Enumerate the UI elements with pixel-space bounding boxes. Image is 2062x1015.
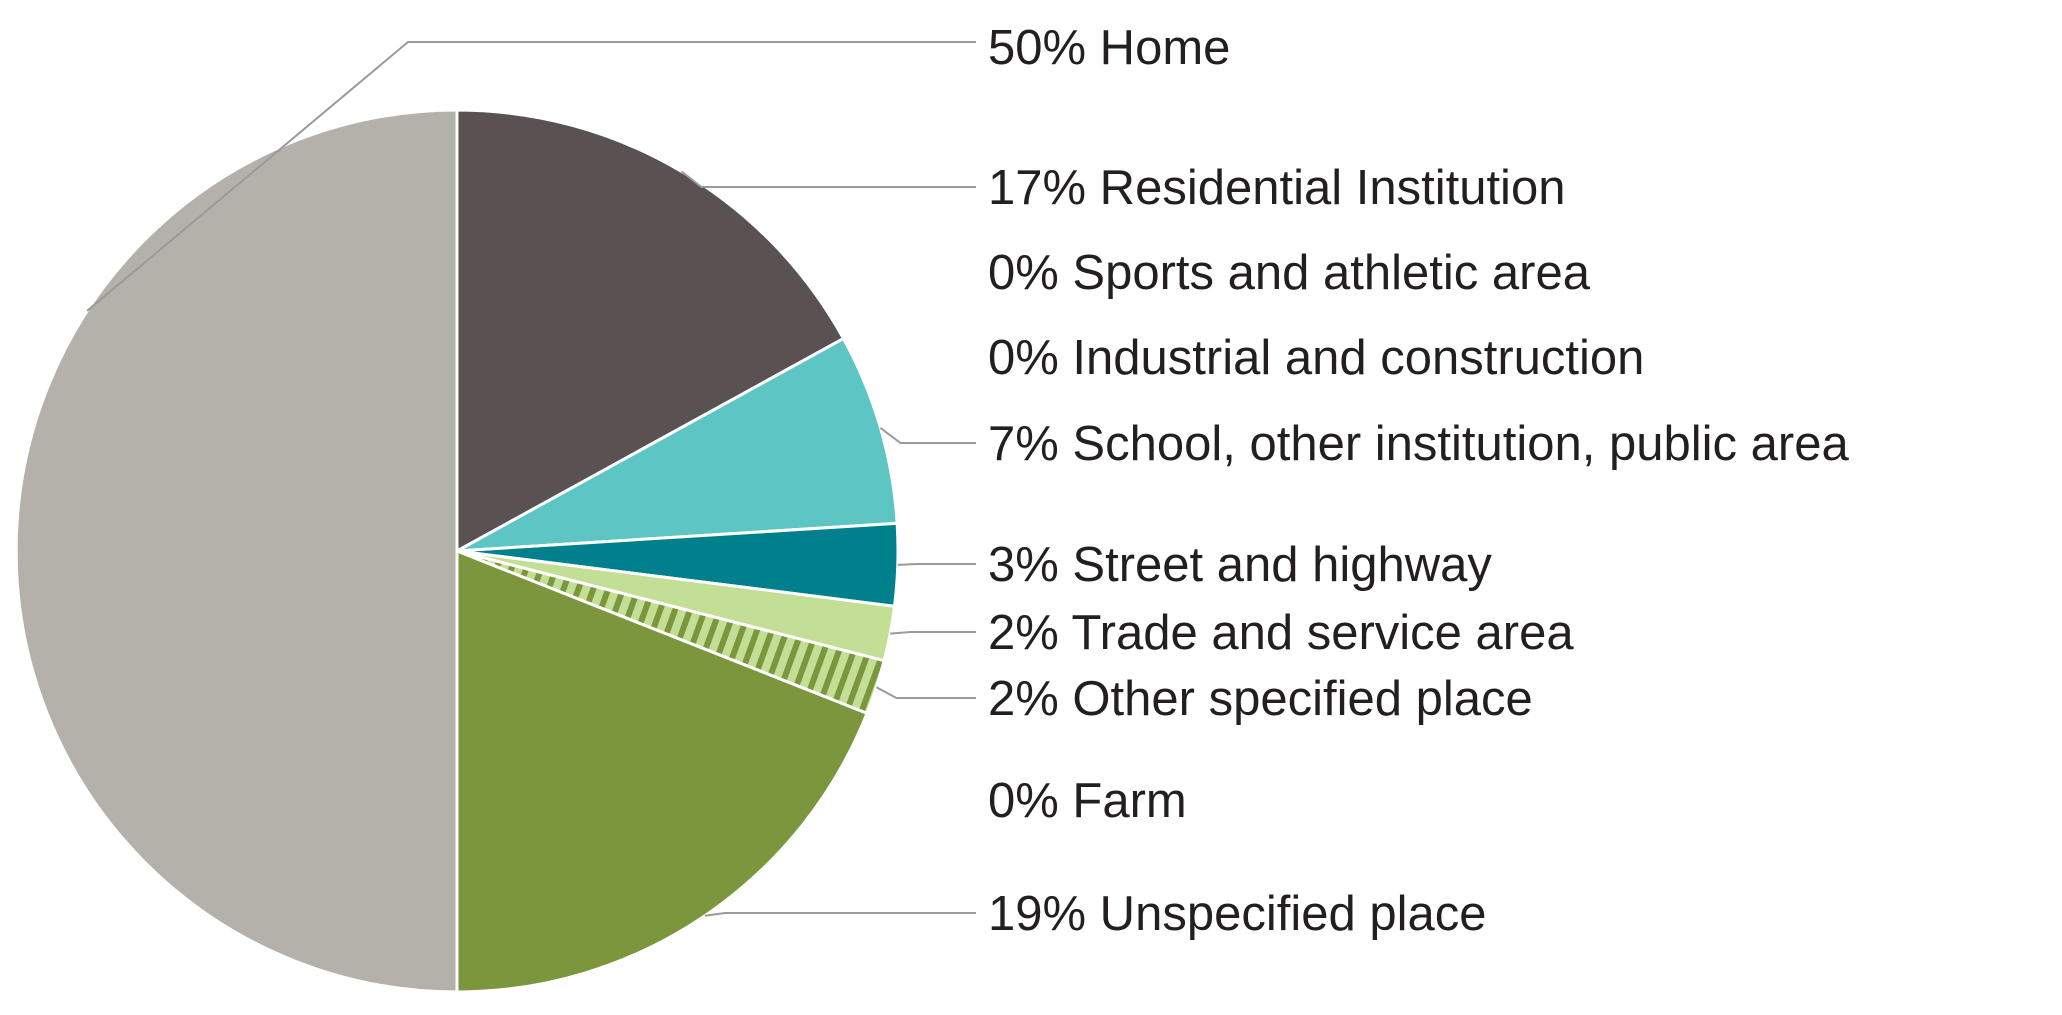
- legend-label: 2% Trade and service area: [988, 606, 1574, 660]
- pie-slices: [14, 108, 900, 994]
- leader-line: [879, 427, 976, 444]
- leader-line: [86, 41, 976, 312]
- legend-label: 0% Sports and athletic area: [988, 246, 1591, 300]
- legend-label: 50% Home: [988, 21, 1230, 75]
- legend-label: 3% Street and highway: [988, 538, 1492, 592]
- leader-line: [897, 563, 976, 566]
- legend-labels: 50% Home 17% Residential Institution 0% Sp…: [988, 21, 1849, 941]
- leader-lines: [86, 41, 976, 917]
- pie-slice-home: [14, 108, 459, 994]
- leader-line: [704, 912, 976, 917]
- leader-line: [680, 170, 976, 188]
- leader-line: [890, 631, 976, 635]
- legend-label: 19% Unspecified place: [988, 887, 1486, 941]
- legend-label: 2% Other specified place: [988, 672, 1533, 726]
- pie-slice-school-other-institution-public-area: [456, 336, 899, 553]
- pie-slice-unspecified-place: [455, 548, 869, 994]
- legend-label: 17% Residential Institution: [988, 161, 1565, 215]
- legend-label: 0% Farm: [988, 774, 1187, 828]
- leader-line: [875, 686, 976, 699]
- legend-label: 0% Industrial and construction: [988, 331, 1644, 385]
- legend-label: 7% School, other institution, public are…: [988, 417, 1849, 471]
